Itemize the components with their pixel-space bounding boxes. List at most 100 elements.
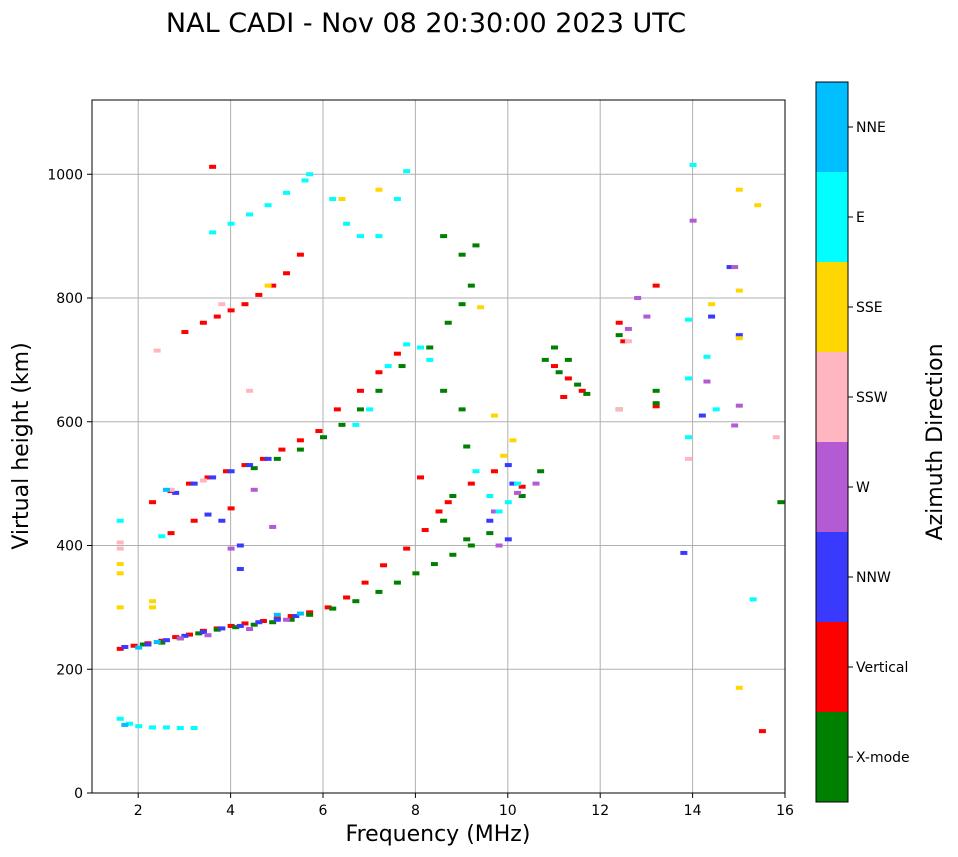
x-tick-label: 6	[319, 803, 328, 819]
data-point	[421, 528, 429, 533]
data-point	[218, 518, 226, 523]
data-point	[490, 413, 498, 418]
data-point	[269, 283, 277, 288]
data-point	[518, 484, 526, 489]
data-point	[116, 518, 124, 523]
data-point	[624, 339, 632, 344]
data-point	[158, 640, 166, 645]
data-point	[259, 618, 267, 623]
data-point	[167, 487, 175, 492]
data-point	[735, 403, 743, 408]
data-point	[472, 469, 480, 474]
data-point	[684, 456, 692, 461]
data-point	[296, 252, 304, 257]
data-point	[139, 642, 147, 647]
data-point	[564, 376, 572, 381]
data-point	[296, 438, 304, 443]
data-point	[703, 354, 711, 359]
data-point	[306, 612, 314, 617]
data-point	[504, 537, 512, 542]
data-point	[735, 187, 743, 192]
data-point	[458, 302, 466, 307]
data-point	[435, 509, 443, 514]
data-point	[264, 456, 272, 461]
data-point	[458, 252, 466, 257]
data-point	[116, 540, 124, 545]
data-point	[708, 314, 716, 319]
data-point	[490, 469, 498, 474]
data-point	[338, 422, 346, 427]
data-point	[518, 494, 526, 498]
data-point	[495, 543, 503, 548]
data-point	[162, 638, 170, 643]
data-point	[615, 333, 623, 338]
data-point	[218, 302, 226, 307]
data-point	[356, 407, 364, 412]
data-point	[149, 500, 157, 505]
data-point	[333, 407, 341, 412]
data-point	[735, 336, 743, 341]
data-point	[449, 494, 457, 498]
data-point	[620, 339, 628, 344]
data-point	[121, 722, 129, 727]
data-point	[440, 518, 448, 523]
data-point	[583, 391, 591, 396]
data-point	[306, 172, 314, 177]
data-point	[777, 500, 785, 505]
data-point	[393, 197, 401, 201]
data-point	[412, 571, 420, 576]
data-point	[227, 546, 235, 551]
data-point	[731, 265, 739, 270]
data-point	[375, 388, 383, 393]
data-point	[162, 487, 170, 492]
data-point	[213, 627, 221, 632]
data-point	[241, 621, 249, 626]
data-point	[213, 314, 221, 319]
data-point	[283, 617, 291, 622]
colorbar-segment	[816, 622, 848, 712]
data-point	[343, 221, 351, 226]
data-point	[241, 463, 249, 468]
data-point	[116, 546, 124, 551]
data-point	[144, 642, 152, 647]
data-point	[361, 580, 369, 585]
data-point	[209, 475, 217, 480]
colorbar-segment	[816, 262, 848, 352]
data-point	[241, 302, 249, 307]
data-point	[236, 543, 244, 548]
data-point	[477, 305, 485, 310]
data-point	[375, 187, 383, 192]
data-point	[199, 478, 207, 483]
data-point	[269, 524, 277, 529]
data-point	[398, 364, 406, 369]
y-axis-ticks: 0 200 400 600 800 1000	[47, 167, 92, 802]
colorbar-label-e: E	[856, 210, 865, 226]
x-axis-label: Frequency (MHz)	[346, 822, 531, 847]
data-point	[121, 644, 129, 649]
data-point	[273, 617, 281, 622]
data-point	[204, 512, 212, 517]
colorbar-segment	[816, 442, 848, 532]
data-point	[181, 633, 189, 638]
data-point	[296, 611, 304, 616]
data-point	[467, 481, 475, 486]
data-point	[615, 407, 623, 412]
data-point	[190, 481, 198, 486]
data-point	[541, 357, 549, 362]
colorbar-label-w: W	[856, 480, 870, 496]
series-nnw	[121, 265, 743, 649]
data-point	[250, 622, 258, 627]
series-e	[116, 162, 757, 731]
data-point	[463, 444, 471, 449]
data-point	[352, 599, 360, 604]
data-point	[227, 469, 235, 474]
data-point	[222, 469, 230, 474]
data-point	[292, 614, 300, 619]
data-point	[116, 562, 124, 567]
data-point	[287, 617, 295, 622]
data-point	[486, 531, 494, 536]
data-point	[255, 292, 263, 297]
data-point	[264, 283, 272, 288]
data-point	[754, 203, 762, 208]
data-point	[301, 178, 309, 183]
